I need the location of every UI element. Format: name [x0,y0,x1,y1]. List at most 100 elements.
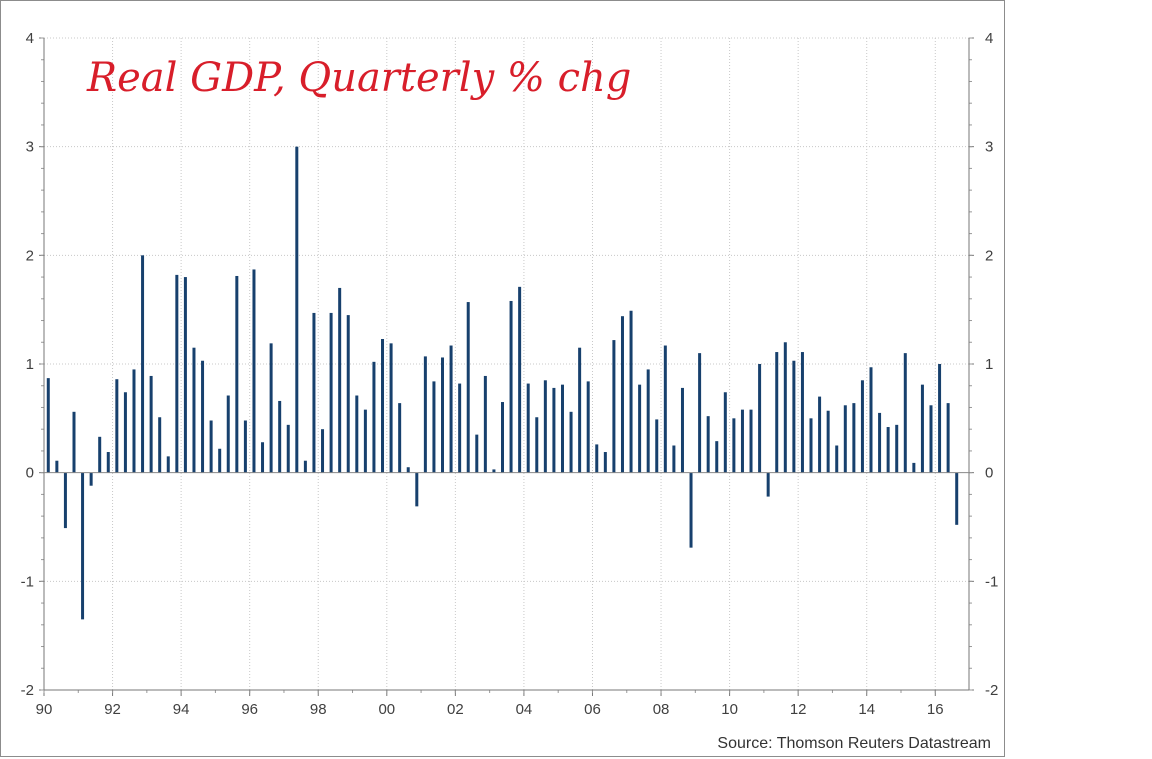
bar [680,387,684,473]
bar [715,441,719,473]
bar [955,472,959,525]
bar [123,392,127,473]
x-tick-label: 14 [858,701,875,718]
bar [638,384,642,473]
x-tick-label: 94 [173,701,190,718]
bar [603,452,607,473]
bar [346,315,350,473]
bar [518,286,522,473]
bar [218,448,222,473]
bar [689,472,693,548]
x-tick-label: 06 [584,701,601,718]
x-tick-label: 04 [516,701,533,718]
y-tick-label-right: -1 [985,573,998,590]
bar [286,424,290,473]
bar [295,146,299,473]
bar [372,361,376,473]
bar [766,472,770,497]
bar [578,347,582,473]
bar [89,472,93,486]
x-tick-label: 00 [378,701,395,718]
bar [158,417,162,473]
bar [886,427,890,473]
x-tick-label: 10 [721,701,738,718]
bar [106,452,110,473]
y-tick-label-left: 3 [26,139,34,156]
y-tick-label-left: 2 [26,247,34,264]
bar [63,472,67,529]
y-tick-label-right: 3 [985,139,993,156]
bar [449,345,453,473]
bar [243,420,247,473]
bar [740,409,744,473]
y-tick-label-right: -2 [985,682,998,699]
gdp-bar-chart: -2 -2-1 -10 01 12 23 34 490 92 94 96 98 00 02 04 06 08 10… [21,30,999,752]
bar [338,287,342,473]
bar [441,357,444,473]
bar [783,342,787,473]
bar [749,409,753,473]
x-tick-label: 98 [310,701,327,718]
bar [706,416,710,473]
bar [800,352,804,473]
x-tick-label: 16 [927,701,944,718]
axes [39,37,974,696]
y-tick-label-right: 0 [985,465,993,482]
bar [912,462,916,473]
x-tick-label: 92 [104,701,121,718]
bars [46,146,959,620]
y-tick-label-right: 1 [985,356,993,373]
x-tick-label: 90 [36,701,53,718]
bar [398,403,402,473]
y-tick-label-left: 0 [26,465,34,482]
bar [655,419,659,473]
bar [355,395,359,473]
bar [192,347,196,473]
x-tick-label: 02 [447,701,464,718]
bar [415,472,419,507]
bar [792,360,796,473]
bar [329,312,333,473]
bar [552,387,556,473]
bar [878,412,882,473]
bar [595,444,599,473]
bar [526,383,530,473]
x-tick-label: 08 [653,701,670,718]
bar [920,384,924,473]
bar [852,403,856,473]
bar [732,418,736,473]
y-tick-label-right: 4 [985,30,993,47]
bar [475,434,479,473]
bar [560,384,564,473]
bar [501,402,504,473]
bar [226,395,230,473]
gridlines [44,37,969,690]
bar [586,381,590,473]
bar [903,353,907,473]
bar [458,383,462,473]
bar [303,460,307,473]
bar [466,302,470,473]
bar [758,364,762,473]
bar [389,343,393,473]
bar [175,274,179,473]
bar [509,300,513,473]
bar [723,392,727,473]
bar [818,396,822,473]
bar [321,429,325,473]
bar [775,352,779,473]
bar [423,356,427,473]
bar [81,472,85,620]
bar [698,353,702,473]
bar [406,467,410,473]
bar [543,380,547,473]
y-tick-label-left: -2 [21,682,34,699]
bar [72,411,76,473]
bar [363,409,367,473]
bar [843,405,847,473]
bar [860,380,864,473]
bar [826,410,830,473]
bar [269,343,273,473]
bar [612,340,616,473]
bar [149,375,153,473]
